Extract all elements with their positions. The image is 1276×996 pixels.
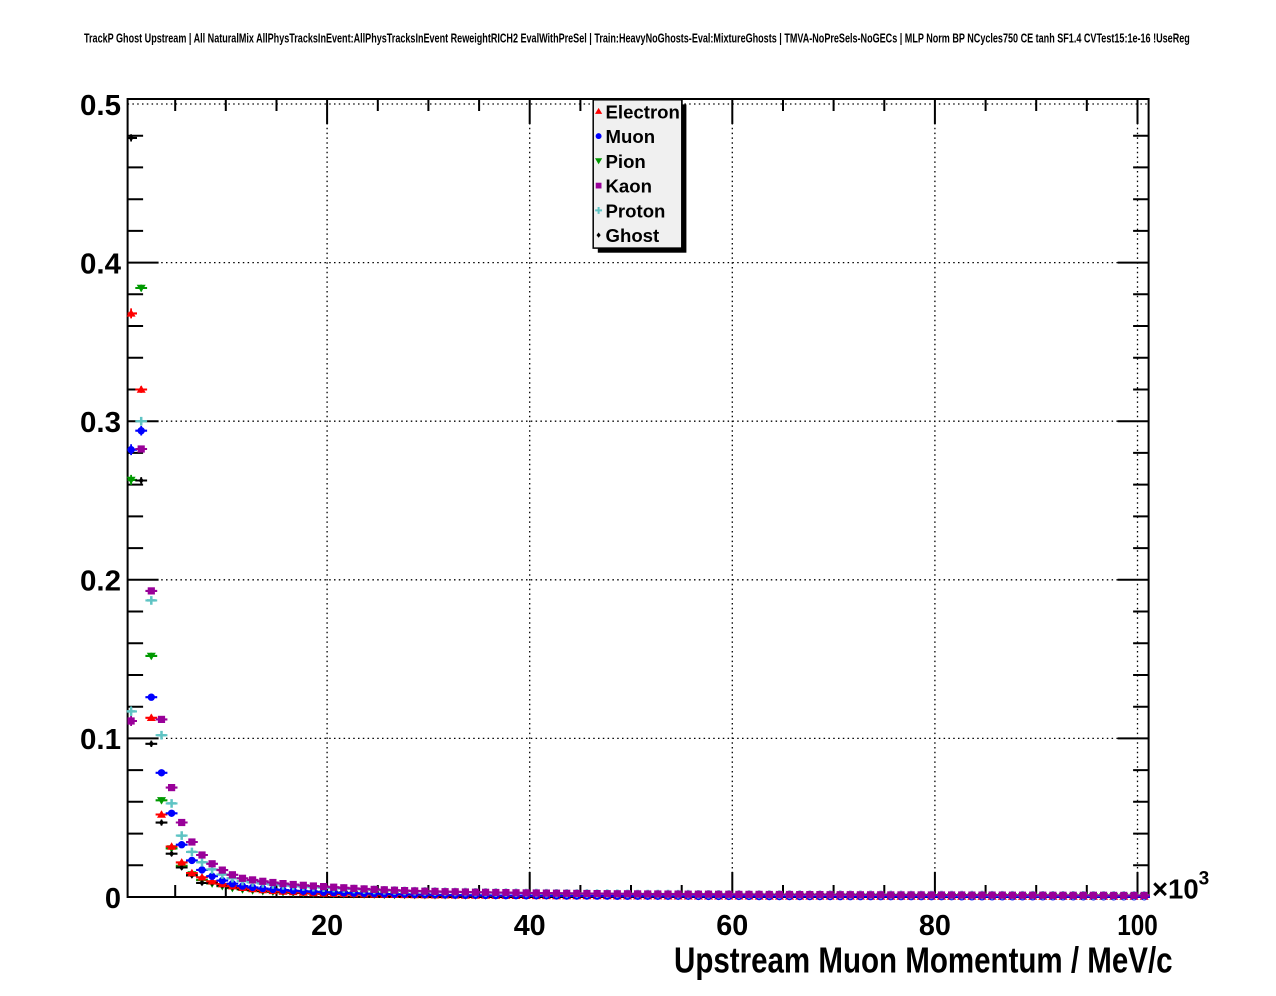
svg-text:0.2: 0.2: [80, 566, 121, 598]
svg-text:Muon: Muon: [606, 126, 656, 147]
svg-text:0.4: 0.4: [80, 248, 121, 280]
svg-text:80: 80: [919, 910, 951, 942]
svg-text:Pion: Pion: [606, 151, 646, 172]
svg-text:40: 40: [514, 910, 546, 942]
svg-text:0.5: 0.5: [80, 90, 121, 122]
svg-text:TrackP Ghost Upstream | All Na: TrackP Ghost Upstream | All NaturalMix A…: [84, 31, 1190, 46]
svg-text:0: 0: [105, 883, 121, 915]
svg-text:60: 60: [716, 910, 748, 942]
svg-text:20: 20: [311, 910, 343, 942]
svg-text:Upstream Muon Momentum / MeV/c: Upstream Muon Momentum / MeV/c: [674, 941, 1173, 981]
svg-text:0.3: 0.3: [80, 407, 121, 439]
svg-text:Electron: Electron: [606, 101, 680, 122]
svg-text:Ghost: Ghost: [606, 225, 660, 246]
svg-text:0.1: 0.1: [80, 724, 121, 756]
svg-text:100: 100: [1117, 910, 1158, 942]
svg-text:Proton: Proton: [606, 200, 666, 221]
svg-text:Kaon: Kaon: [606, 176, 652, 197]
